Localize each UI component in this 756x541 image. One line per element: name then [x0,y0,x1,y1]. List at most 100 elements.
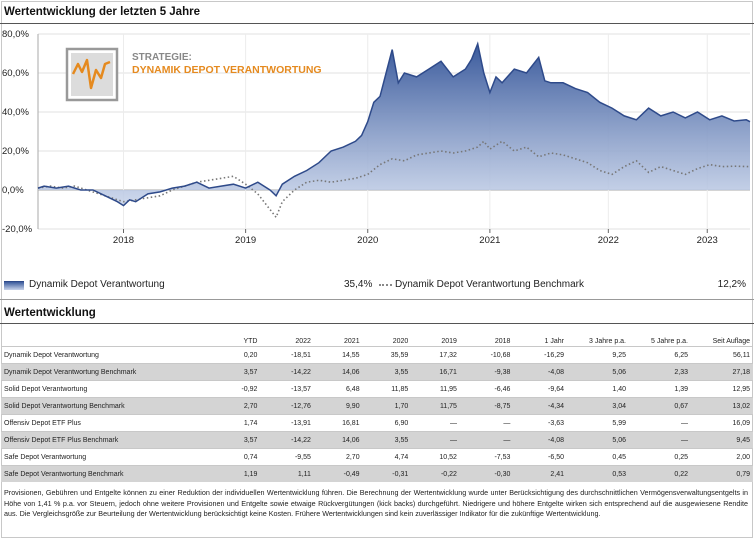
legend-benchmark-label: Dynamik Depot Verantwortung Benchmark [395,279,584,290]
table-cell: -12,76 [260,397,314,415]
column-header: 1 Jahr [544,338,564,345]
table-cell: -0,92 [215,380,261,398]
table-cell: -14,22 [260,363,314,381]
table-cell: 0,22 [629,465,691,482]
table-rule [0,323,754,324]
table-cell: -0,49 [313,465,363,482]
table-cell: 3,57 [215,431,261,449]
column-header [1,325,215,347]
table-cell: -10,68 [459,346,514,364]
table-cell: 9,25 [567,346,629,364]
table-cell: -13,57 [260,380,314,398]
table-cell: -9,38 [459,363,514,381]
table-cell: 11,85 [362,380,412,398]
x-tick-label: 2019 [235,235,256,246]
row-label: Dynamik Depot Verantwortung [1,346,215,364]
table-cell: — [629,431,691,449]
table-cell: 1,11 [260,465,314,482]
table-cell: -14,22 [260,431,314,449]
legend-rule [0,299,754,300]
table-cell: 14,06 [313,431,363,449]
series-fund-area [38,43,750,206]
table-cell: -6,46 [459,380,514,398]
table-cell: — [629,414,691,432]
table-cell: 0,79 [691,465,753,482]
table-cell: 3,55 [362,363,412,381]
row-label: Offensiv Depot ETF Plus Benchmark [1,431,215,449]
row-label: Solid Depot Verantwortung Benchmark [1,397,215,415]
table-cell: 6,48 [313,380,363,398]
table-cell: 16,81 [313,414,363,432]
legend-fund-value: 35,4% [344,279,373,290]
table-row: Dynamik Depot Verantwortung 0,20 -18,51 14,… [1,346,753,364]
table-cell: 1,39 [629,380,691,398]
table-cell: -13,91 [260,414,314,432]
row-label: Offensiv Depot ETF Plus [1,414,215,432]
column-header: 2021 [344,338,360,345]
legend-fund-label: Dynamik Depot Verantwortung [29,279,165,290]
y-tick-label: -20,0% [2,224,33,235]
table-cell: — [459,414,514,432]
row-label: Safe Depot Verantwortung [1,448,215,466]
table-cell: 11,95 [411,380,460,398]
series-fund-line [37,41,751,207]
table-cell: 6,25 [629,346,691,364]
table-cell: 35,59 [362,346,412,364]
column-header: 2020 [392,338,409,345]
table-row: Solid Depot Verantwortung -0,92 -13,57 6,48… [1,380,753,398]
column-header: Seit Auflage [712,338,750,345]
strategy-label: STRATEGIE: [132,52,192,63]
table-cell: 4,74 [362,448,412,466]
table-cell: 11,75 [411,397,460,415]
table-row: Offensiv Depot ETF Plus 1,74 -13,91 16,81 6,… [1,414,753,432]
table-cell: 3,04 [567,397,629,415]
table-cell: 3,57 [215,363,261,381]
row-label: Solid Depot Verantwortung [1,380,215,398]
table-cell: 17,32 [411,346,460,364]
table-cell: 2,41 [513,465,567,482]
table-cell: 0,74 [215,448,261,466]
table-cell: 27,18 [691,363,753,381]
x-tick-label: 2022 [598,235,619,246]
table-cell: 16,71 [411,363,460,381]
table-cell: — [411,414,460,432]
table-cell: 14,06 [313,363,363,381]
y-tick-label: 60,0% [2,68,29,79]
table-cell: 10,52 [411,448,460,466]
column-header: 3 Jahre p.a. [589,338,626,345]
table-cell: -4,08 [513,363,567,381]
row-label: Dynamik Depot Verantwortung Benchmark [1,363,215,381]
column-header: YTD [243,338,258,345]
table-cell: -0,30 [459,465,514,482]
table-cell: 0,45 [567,448,629,466]
x-tick-label: 2023 [697,235,718,246]
performance-table: YTD 2022 2021 2020 2019 2018 1 Jahr 3 Jahre p.a… [1,325,753,482]
chart-legend: Dynamik Depot Verantwortung 35,4% Dynami… [0,278,754,294]
chart-title: Wertentwicklung der letzten 5 Jahre [4,6,200,18]
y-tick-label: 20,0% [2,146,29,157]
table-cell: -4,34 [513,397,567,415]
table-cell: 13,02 [691,397,753,415]
legend-benchmark-value: 12,2% [717,279,746,290]
strategy-logo-bg [71,53,113,96]
table-cell: 2,70 [215,397,261,415]
table-row: Solid Depot Verantwortung Benchmark 2,70-… [1,397,753,415]
table-cell: -6,50 [513,448,567,466]
table-cell: 5,06 [567,431,629,449]
title-rule [0,23,754,24]
table-cell: 1,40 [567,380,629,398]
column-header: 5 Jahre p.a. [651,338,688,345]
table-cell: -9,55 [260,448,314,466]
table-cell: 0,67 [629,397,691,415]
table-cell: — [411,431,460,449]
row-label: Safe Depot Verantwortung Benchmark [1,465,215,482]
table-cell: 5,06 [567,363,629,381]
y-tick-label: 0,0% [2,185,24,196]
table-cell: 12,95 [691,380,753,398]
column-header: 2019 [441,338,457,345]
table-cell: 1,19 [215,465,261,482]
table-cell: -4,08 [513,431,567,449]
performance-chart: 80,0% 60,0% 40,0% 20,0% 0,0% -20,0% 2018 2019 20… [2,29,751,246]
table-cell: -0,31 [362,465,412,482]
